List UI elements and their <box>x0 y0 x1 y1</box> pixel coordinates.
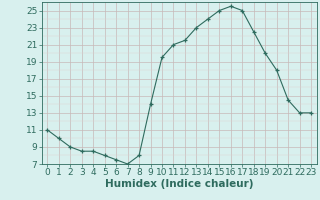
X-axis label: Humidex (Indice chaleur): Humidex (Indice chaleur) <box>105 179 253 189</box>
